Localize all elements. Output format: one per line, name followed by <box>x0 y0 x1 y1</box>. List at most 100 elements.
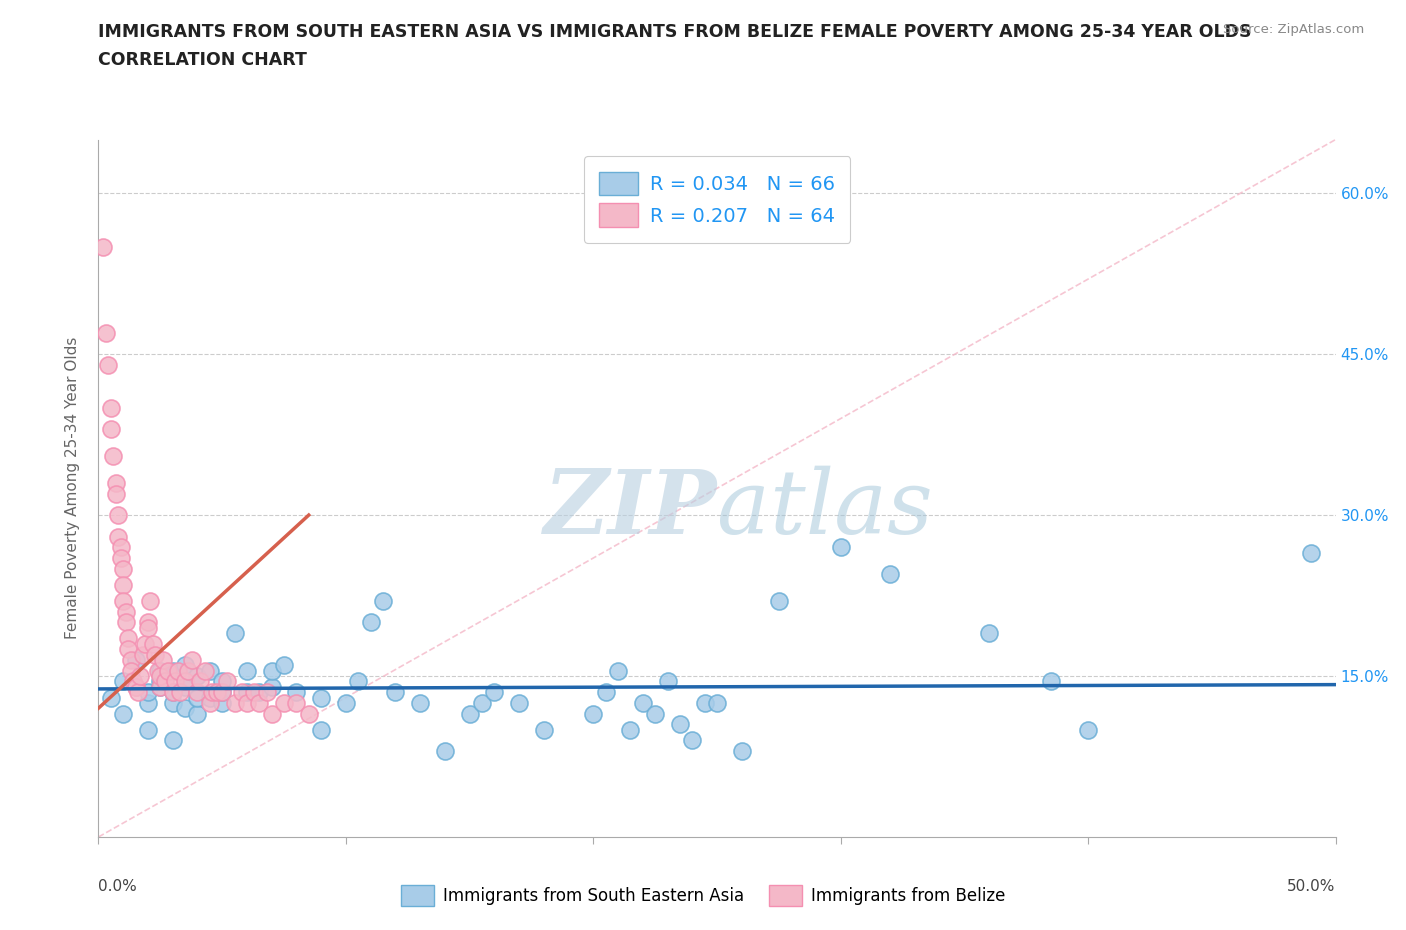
Point <box>104 475 127 490</box>
Point <box>231 684 253 699</box>
Point <box>657 674 679 689</box>
Point <box>186 669 208 684</box>
Point <box>112 706 135 721</box>
Point <box>100 400 122 415</box>
Point <box>247 696 270 711</box>
Point <box>142 636 165 651</box>
Point <box>1040 674 1063 689</box>
Point <box>256 684 278 699</box>
Point <box>93 239 115 254</box>
Point <box>149 669 172 684</box>
Point <box>217 674 239 689</box>
Text: IMMIGRANTS FROM SOUTH EASTERN ASIA VS IMMIGRANTS FROM BELIZE FEMALE POVERTY AMON: IMMIGRANTS FROM SOUTH EASTERN ASIA VS IM… <box>98 23 1251 41</box>
Point <box>134 636 156 651</box>
Point <box>211 684 233 699</box>
Point <box>149 679 172 694</box>
Point <box>211 696 233 711</box>
Point <box>236 663 259 678</box>
Point <box>595 684 617 699</box>
Point <box>508 696 530 711</box>
Point <box>433 744 456 759</box>
Point <box>110 551 132 565</box>
Point <box>149 679 172 694</box>
Point <box>112 593 135 608</box>
Legend: R = 0.034   N = 66, R = 0.207   N = 64: R = 0.034 N = 66, R = 0.207 N = 64 <box>583 156 851 243</box>
Point <box>471 696 494 711</box>
Point <box>132 647 155 662</box>
Point <box>830 539 852 554</box>
Point <box>693 696 716 711</box>
Point <box>156 663 179 678</box>
Point <box>94 326 117 340</box>
Point <box>120 663 142 678</box>
Point <box>360 615 382 630</box>
Point <box>309 723 332 737</box>
Point <box>243 684 266 699</box>
Point <box>162 663 184 678</box>
Point <box>236 696 259 711</box>
Point <box>155 674 177 689</box>
Point <box>165 674 187 689</box>
Point <box>205 684 228 699</box>
Point <box>174 701 197 716</box>
Point <box>136 723 159 737</box>
Point <box>198 690 221 705</box>
Point <box>152 653 174 668</box>
Point <box>169 684 191 699</box>
Point <box>103 448 125 463</box>
Point <box>146 663 169 678</box>
Point <box>114 615 136 630</box>
Point <box>117 642 139 657</box>
Point <box>533 723 555 737</box>
Legend: Immigrants from South Eastern Asia, Immigrants from Belize: Immigrants from South Eastern Asia, Immi… <box>395 879 1011 912</box>
Point <box>107 529 129 544</box>
Point <box>110 539 132 554</box>
Text: 0.0%: 0.0% <box>98 879 138 894</box>
Point <box>260 663 283 678</box>
Point <box>285 684 308 699</box>
Point <box>644 706 666 721</box>
Point <box>117 631 139 646</box>
Point <box>669 717 692 732</box>
Point <box>260 679 283 694</box>
Text: atlas: atlas <box>717 466 932 552</box>
Point <box>136 684 159 699</box>
Point <box>879 566 901 581</box>
Point <box>143 647 166 662</box>
Point <box>136 615 159 630</box>
Point <box>247 684 270 699</box>
Point <box>347 674 370 689</box>
Point <box>124 653 146 668</box>
Point <box>335 696 357 711</box>
Point <box>122 674 145 689</box>
Point <box>309 690 332 705</box>
Point <box>298 706 321 721</box>
Point <box>162 684 184 699</box>
Point <box>136 696 159 711</box>
Point <box>211 674 233 689</box>
Point <box>104 486 127 501</box>
Text: CORRELATION CHART: CORRELATION CHART <box>98 51 308 69</box>
Point <box>120 653 142 668</box>
Point <box>273 696 295 711</box>
Point <box>174 674 197 689</box>
Text: ZIP: ZIP <box>544 466 717 552</box>
Point <box>149 674 172 689</box>
Point <box>166 663 188 678</box>
Point <box>607 663 630 678</box>
Point <box>706 696 728 711</box>
Point <box>149 663 172 678</box>
Point <box>1299 545 1322 560</box>
Point <box>100 690 122 705</box>
Point <box>409 696 432 711</box>
Point <box>100 422 122 437</box>
Point <box>260 706 283 721</box>
Point <box>174 679 197 694</box>
Point <box>127 684 149 699</box>
Point <box>768 593 790 608</box>
Point <box>176 663 198 678</box>
Point <box>112 562 135 577</box>
Point <box>285 696 308 711</box>
Point <box>458 706 481 721</box>
Point <box>186 684 208 699</box>
